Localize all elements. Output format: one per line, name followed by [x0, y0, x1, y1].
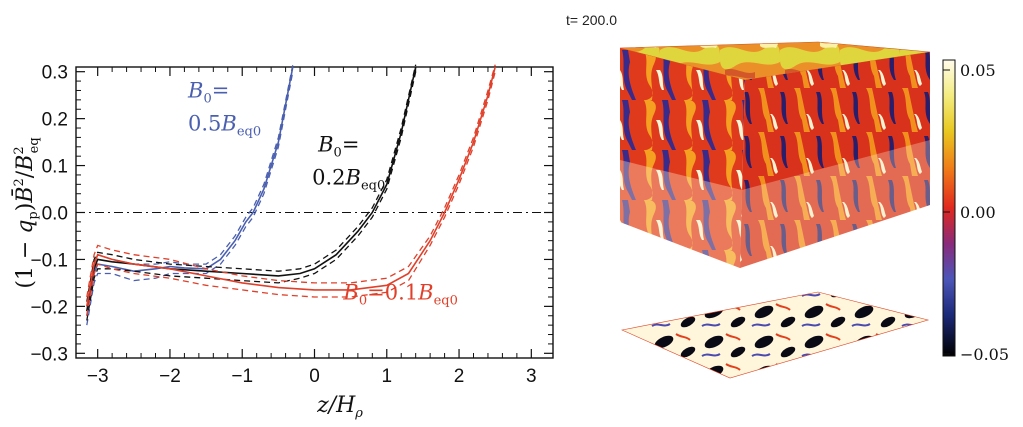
y-axis-ticks: 0.3 0.2 0.1 0.0 −0.1 −0.2 −0.3	[30, 63, 553, 365]
series-lower-bound	[86, 71, 417, 321]
series-upper-bound	[86, 64, 417, 302]
y-tick-label: −0.3	[30, 344, 68, 365]
series-layer	[86, 64, 496, 326]
series-line	[86, 66, 417, 312]
colorbar: 0.05 0.00 −0.05	[942, 59, 1009, 364]
svg-text:(1 − qp)B̄2/B2eq: (1 − qp)B̄2/B2eq	[11, 137, 42, 288]
y-tick-label: 0.0	[42, 204, 68, 225]
series-2	[86, 64, 496, 316]
cube-front-face-lower	[620, 160, 742, 268]
snapshot-time: t= 200.0	[566, 12, 617, 28]
series-lower-bound	[86, 71, 496, 316]
bottom-slice	[621, 291, 930, 379]
series-lower-bound	[86, 71, 294, 326]
curve-label-line2: 0.5Beq0	[188, 111, 261, 139]
x-tick-label: 3	[526, 366, 537, 387]
x-tick-label: 1	[381, 366, 392, 387]
y-tick-label: 0.3	[42, 63, 68, 84]
curve-label-line2: 0.2Beq0	[312, 165, 385, 193]
annotation-layer: B0= 0.5Beq0 B0= 0.2Beq0 B0=0.1Beq0	[187, 79, 458, 309]
colorbar-tick-mid: 0.00	[960, 203, 996, 222]
cube-side-face	[740, 52, 930, 268]
series-1	[86, 64, 417, 321]
y-tick-label: 0.1	[42, 157, 68, 178]
curve-label: B0=0.1Beq0	[342, 280, 457, 308]
series-line	[86, 66, 496, 307]
x-tick-label: 2	[454, 366, 465, 387]
series-line	[86, 66, 294, 316]
x-axis-ticks: −3 −2 −1 0 1 2 3	[87, 67, 537, 387]
cube-visualization	[619, 41, 931, 379]
line-plot: −3 −2 −1 0 1 2 3 0.30.20.10.0−0.1−0.2−0.3 B0=0…	[30, 63, 554, 387]
x-tick-label: −3	[87, 366, 109, 387]
colorbar-gradient	[942, 59, 956, 357]
x-tick-label: −2	[159, 366, 181, 387]
x-tick-label: −1	[231, 366, 253, 387]
y-axis-label: (1 − qp)B̄2/B2eq	[11, 137, 42, 288]
x-tick-label: 0	[309, 366, 320, 387]
cube-top-face-shade	[620, 42, 930, 80]
series-upper-bound	[86, 64, 496, 298]
curve-label: B0=	[187, 79, 229, 107]
curve-label: B0=	[317, 132, 359, 160]
y-tick-label: −0.2	[30, 297, 68, 318]
colorbar-tick-bottom: −0.05	[960, 345, 1009, 364]
y-tick-label: −0.1	[30, 250, 68, 271]
y-tick-label: 0.2	[42, 110, 68, 131]
x-axis-label: z/Hρ	[316, 393, 363, 421]
colorbar-tick-top: 0.05	[960, 61, 996, 80]
cube-front-face	[620, 48, 745, 268]
cube-side-face-lower	[740, 140, 930, 268]
